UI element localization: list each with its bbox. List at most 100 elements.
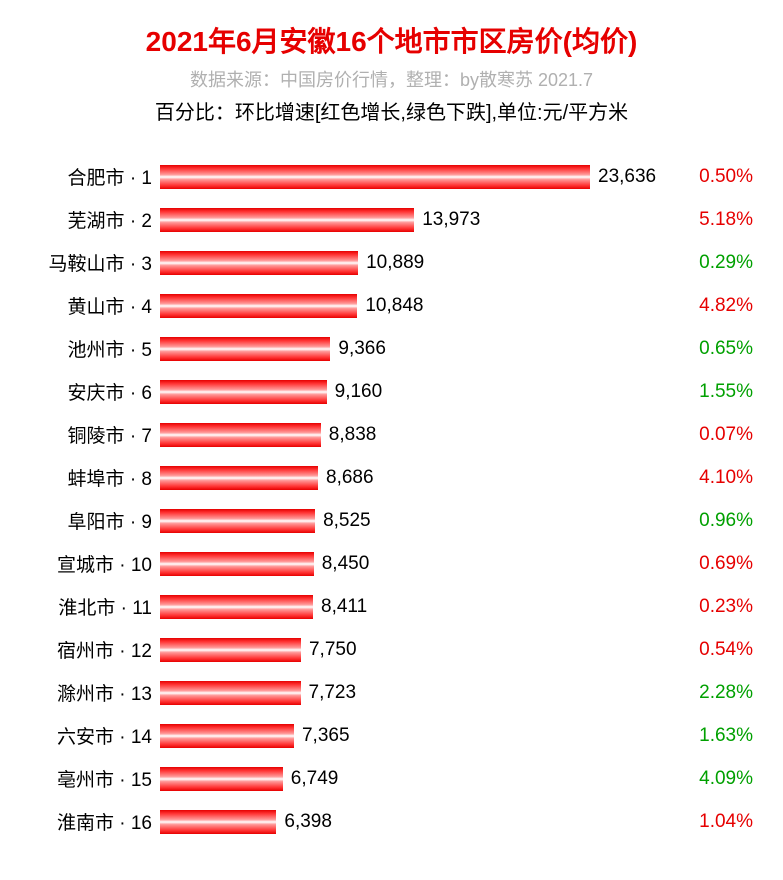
chart-row: 铜陵市 · 78,8380.07% bbox=[30, 413, 753, 456]
pct-change: 0.65% bbox=[663, 338, 753, 360]
city-label: 淮南市 · 16 bbox=[30, 808, 160, 835]
chart-row: 黄山市 · 410,8484.82% bbox=[30, 284, 753, 327]
bar-value-label: 8,525 bbox=[323, 510, 371, 532]
bar: 7,750 bbox=[160, 638, 301, 662]
city-label: 铜陵市 · 7 bbox=[30, 421, 160, 448]
pct-change: 0.07% bbox=[663, 424, 753, 446]
pct-change: 4.10% bbox=[663, 467, 753, 489]
chart-rows: 合肥市 · 123,6360.50%芜湖市 · 213,9735.18%马鞍山市… bbox=[30, 155, 753, 843]
chart-row: 蚌埠市 · 88,6864.10% bbox=[30, 456, 753, 499]
city-label: 亳州市 · 15 bbox=[30, 765, 160, 792]
city-label: 滁州市 · 13 bbox=[30, 679, 160, 706]
bar-value-label: 8,686 bbox=[326, 467, 374, 489]
chart-row: 池州市 · 59,3660.65% bbox=[30, 327, 753, 370]
chart-row: 阜阳市 · 98,5250.96% bbox=[30, 499, 753, 542]
pct-change: 4.82% bbox=[663, 295, 753, 317]
bar: 8,686 bbox=[160, 466, 318, 490]
bar: 13,973 bbox=[160, 208, 414, 232]
bar-track: 13,973 bbox=[160, 208, 590, 232]
pct-change: 0.54% bbox=[663, 639, 753, 661]
pct-change: 0.50% bbox=[663, 166, 753, 188]
pct-change: 5.18% bbox=[663, 209, 753, 231]
bar-track: 23,636 bbox=[160, 165, 590, 189]
chart-row: 淮南市 · 166,3981.04% bbox=[30, 800, 753, 843]
bar-value-label: 6,398 bbox=[284, 811, 332, 833]
chart-row: 安庆市 · 69,1601.55% bbox=[30, 370, 753, 413]
bar-track: 10,848 bbox=[160, 294, 590, 318]
bar-value-label: 9,160 bbox=[335, 381, 383, 403]
bar: 6,749 bbox=[160, 767, 283, 791]
city-label: 合肥市 · 1 bbox=[30, 163, 160, 190]
city-label: 池州市 · 5 bbox=[30, 335, 160, 362]
bar-track: 9,366 bbox=[160, 337, 590, 361]
city-label: 芜湖市 · 2 bbox=[30, 206, 160, 233]
bar-value-label: 6,749 bbox=[291, 768, 339, 790]
bar-value-label: 9,366 bbox=[338, 338, 386, 360]
bar: 6,398 bbox=[160, 810, 276, 834]
chart-row: 亳州市 · 156,7494.09% bbox=[30, 757, 753, 800]
chart-title: 2021年6月安徽16个地市市区房价(均价) bbox=[30, 20, 753, 60]
bar: 9,366 bbox=[160, 337, 330, 361]
bar-track: 7,723 bbox=[160, 681, 590, 705]
bar-value-label: 7,750 bbox=[309, 639, 357, 661]
bar-track: 8,525 bbox=[160, 509, 590, 533]
pct-change: 4.09% bbox=[663, 768, 753, 790]
bar-track: 8,838 bbox=[160, 423, 590, 447]
bar-track: 8,686 bbox=[160, 466, 590, 490]
bar-track: 8,411 bbox=[160, 595, 590, 619]
bar-value-label: 8,411 bbox=[321, 596, 367, 618]
bar: 9,160 bbox=[160, 380, 327, 404]
bar-track: 10,889 bbox=[160, 251, 590, 275]
pct-change: 2.28% bbox=[663, 682, 753, 704]
chart-row: 滁州市 · 137,7232.28% bbox=[30, 671, 753, 714]
bar: 8,525 bbox=[160, 509, 315, 533]
city-label: 阜阳市 · 9 bbox=[30, 507, 160, 534]
bar-value-label: 10,889 bbox=[366, 252, 424, 274]
city-label: 六安市 · 14 bbox=[30, 722, 160, 749]
bar-track: 6,749 bbox=[160, 767, 590, 791]
pct-change: 1.04% bbox=[663, 811, 753, 833]
bar-value-label: 7,365 bbox=[302, 725, 350, 747]
pct-change: 1.55% bbox=[663, 381, 753, 403]
chart-row: 宿州市 · 127,7500.54% bbox=[30, 628, 753, 671]
bar-value-label: 8,838 bbox=[329, 424, 377, 446]
pct-change: 0.69% bbox=[663, 553, 753, 575]
city-label: 安庆市 · 6 bbox=[30, 378, 160, 405]
bar: 7,723 bbox=[160, 681, 301, 705]
bar-value-label: 23,636 bbox=[598, 166, 656, 188]
bar-track: 7,750 bbox=[160, 638, 590, 662]
bar: 8,411 bbox=[160, 595, 313, 619]
bar-value-label: 13,973 bbox=[422, 209, 480, 231]
chart-row: 马鞍山市 · 310,8890.29% bbox=[30, 241, 753, 284]
pct-change: 0.23% bbox=[663, 596, 753, 618]
bar-track: 9,160 bbox=[160, 380, 590, 404]
chart-row: 芜湖市 · 213,9735.18% bbox=[30, 198, 753, 241]
bar: 23,636 bbox=[160, 165, 590, 189]
pct-change: 0.96% bbox=[663, 510, 753, 532]
chart-subtitle-legend: 百分比：环比增速[红色增长,绿色下跌],单位:元/平方米 bbox=[30, 96, 753, 125]
bar: 10,889 bbox=[160, 251, 358, 275]
bar: 10,848 bbox=[160, 294, 357, 318]
bar-track: 6,398 bbox=[160, 810, 590, 834]
city-label: 蚌埠市 · 8 bbox=[30, 464, 160, 491]
bar-value-label: 8,450 bbox=[322, 553, 370, 575]
chart-row: 六安市 · 147,3651.63% bbox=[30, 714, 753, 757]
pct-change: 0.29% bbox=[663, 252, 753, 274]
bar-value-label: 10,848 bbox=[365, 295, 423, 317]
bar: 8,450 bbox=[160, 552, 314, 576]
city-label: 宣城市 · 10 bbox=[30, 550, 160, 577]
bar: 7,365 bbox=[160, 724, 294, 748]
bar-track: 8,450 bbox=[160, 552, 590, 576]
pct-change: 1.63% bbox=[663, 725, 753, 747]
chart-subtitle-source: 数据来源：中国房价行情，整理：by散寒苏 2021.7 bbox=[30, 66, 753, 92]
chart-row: 淮北市 · 118,4110.23% bbox=[30, 585, 753, 628]
city-label: 马鞍山市 · 3 bbox=[30, 249, 160, 276]
chart-row: 合肥市 · 123,6360.50% bbox=[30, 155, 753, 198]
city-label: 黄山市 · 4 bbox=[30, 292, 160, 319]
bar-value-label: 7,723 bbox=[309, 682, 357, 704]
chart-row: 宣城市 · 108,4500.69% bbox=[30, 542, 753, 585]
city-label: 宿州市 · 12 bbox=[30, 636, 160, 663]
city-label: 淮北市 · 11 bbox=[30, 593, 160, 620]
chart-container: 2021年6月安徽16个地市市区房价(均价) 数据来源：中国房价行情，整理：by… bbox=[0, 0, 783, 880]
bar: 8,838 bbox=[160, 423, 321, 447]
